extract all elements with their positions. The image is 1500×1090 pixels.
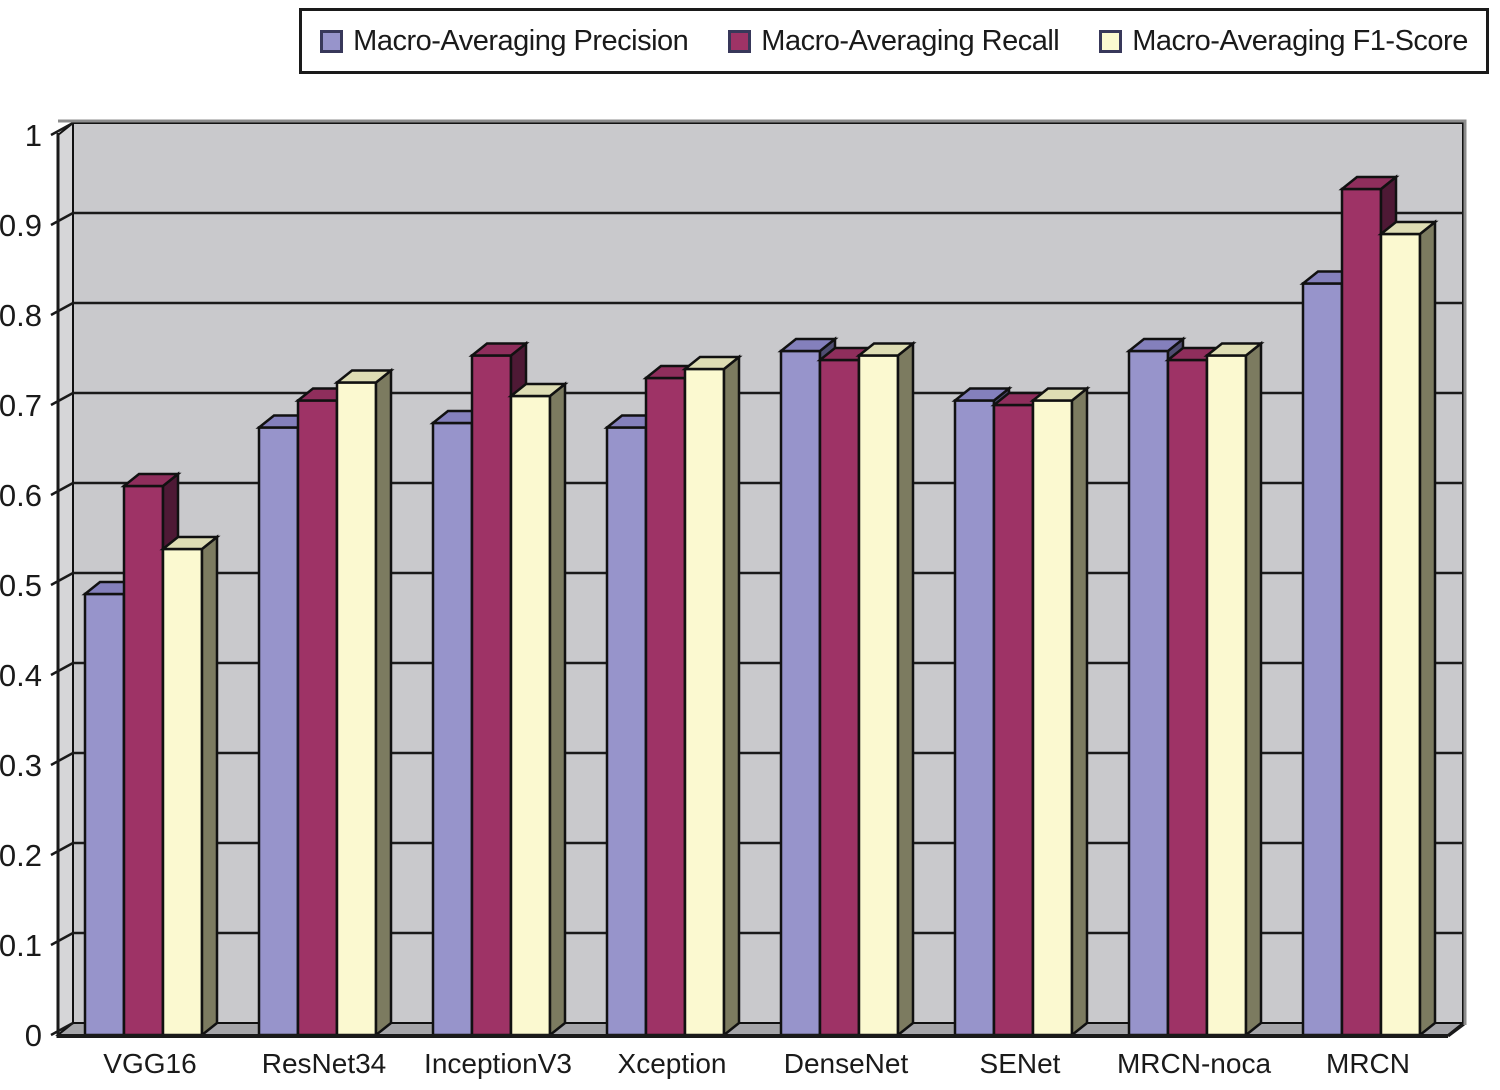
y-axis-label: 0.6	[0, 478, 42, 513]
x-axis-label: SENet	[980, 1048, 1061, 1079]
y-axis-tick	[50, 211, 74, 227]
y-axis-label: 1	[25, 118, 42, 153]
x-axis-label: MRCN-noca	[1117, 1048, 1271, 1079]
x-axis-label: Xception	[618, 1048, 727, 1079]
y-axis-label: 0.8	[0, 298, 42, 333]
bar-side	[548, 381, 567, 1038]
bar-front	[992, 403, 1035, 1037]
legend-swatch-icon	[728, 29, 752, 53]
bar-side	[1418, 219, 1437, 1038]
y-axis-tick	[50, 571, 74, 587]
x-axis-label: DenseNet	[784, 1048, 909, 1079]
x-axis-label: MRCN	[1326, 1048, 1410, 1079]
bar-front	[122, 484, 165, 1037]
bar-top	[951, 387, 1013, 402]
x-axis-label: ResNet34	[262, 1048, 387, 1079]
legend-swatch-icon	[320, 29, 344, 53]
x-axis-label: InceptionV3	[424, 1048, 572, 1079]
y-axis-label: 0.2	[0, 838, 42, 873]
x-axis-label: VGG16	[103, 1048, 196, 1079]
y-axis-tick	[50, 481, 74, 497]
bar-side	[200, 534, 219, 1038]
y-axis-label: 0.5	[0, 568, 42, 603]
bar-front	[644, 376, 687, 1037]
bar-front	[1301, 282, 1344, 1037]
legend-label: Macro-Averaging F1-Score	[1132, 24, 1468, 57]
y-axis-label: 0.3	[0, 748, 42, 783]
bar-top	[1125, 337, 1187, 353]
bar-front	[257, 426, 300, 1037]
bar-front	[1205, 354, 1248, 1037]
y-axis-tick	[50, 751, 74, 767]
bar-front	[1127, 349, 1170, 1037]
y-axis-tick	[50, 1021, 74, 1037]
bar-front	[335, 381, 378, 1037]
bar-front	[1031, 399, 1074, 1037]
bar-side	[1070, 385, 1089, 1038]
plot-border	[58, 119, 1467, 1025]
bar-front	[1340, 187, 1383, 1037]
bar-front	[296, 399, 339, 1037]
bar-side	[896, 340, 915, 1038]
x-axis-line-corner	[1447, 1022, 1465, 1038]
bar-top	[120, 472, 182, 488]
legend-label: Macro-Averaging Precision	[353, 24, 689, 57]
bar-front	[431, 421, 474, 1037]
bar-front	[1379, 232, 1422, 1037]
y-axis-tick	[50, 121, 74, 137]
bar-front	[83, 592, 126, 1037]
legend-item: Macro-Averaging F1-Score	[1099, 25, 1468, 58]
legend-item: Macro-Averaging Recall	[728, 24, 1060, 58]
y-axis-label: 0.4	[0, 658, 42, 693]
bar-top	[1029, 387, 1091, 402]
legend-item: Macro-Averaging Precision	[320, 24, 689, 58]
y-axis-label: 0.1	[0, 928, 42, 963]
bar-side	[722, 354, 741, 1038]
bar-front	[818, 358, 861, 1037]
y-axis-label: 0	[25, 1018, 42, 1053]
bar-top	[468, 342, 530, 357]
bar-front	[161, 547, 204, 1037]
y-axis-tick	[50, 931, 74, 947]
bar-front	[779, 349, 822, 1037]
bar-top	[681, 355, 743, 371]
y-axis-label: 0.9	[0, 208, 42, 243]
y-axis-tick	[50, 391, 74, 407]
bar-top	[1338, 175, 1400, 191]
y-axis-tick	[50, 301, 74, 317]
bar-top	[333, 369, 395, 384]
bar-front	[605, 426, 648, 1037]
bar-side	[1244, 340, 1263, 1038]
bar-top	[159, 535, 221, 551]
legend-label: Macro-Averaging Recall	[761, 24, 1060, 57]
bar-front	[683, 367, 726, 1037]
bar-front	[470, 354, 513, 1037]
legend: Macro-Averaging Precision Macro-Averaging…	[299, 8, 1489, 74]
bar-front	[1166, 358, 1209, 1037]
y-axis-label: 0.7	[0, 388, 42, 423]
y-axis-tick	[50, 841, 74, 857]
bar-side	[374, 367, 393, 1038]
bar-front	[953, 399, 996, 1037]
bar-top	[855, 342, 917, 357]
bar-front	[857, 354, 900, 1037]
y-axis-tick	[50, 661, 74, 677]
legend-swatch-icon	[1099, 29, 1123, 53]
bar-top	[1377, 220, 1439, 236]
bar-top	[777, 337, 839, 353]
bar-top	[1203, 342, 1265, 357]
bar-top	[507, 382, 569, 398]
bar-front	[509, 394, 552, 1037]
